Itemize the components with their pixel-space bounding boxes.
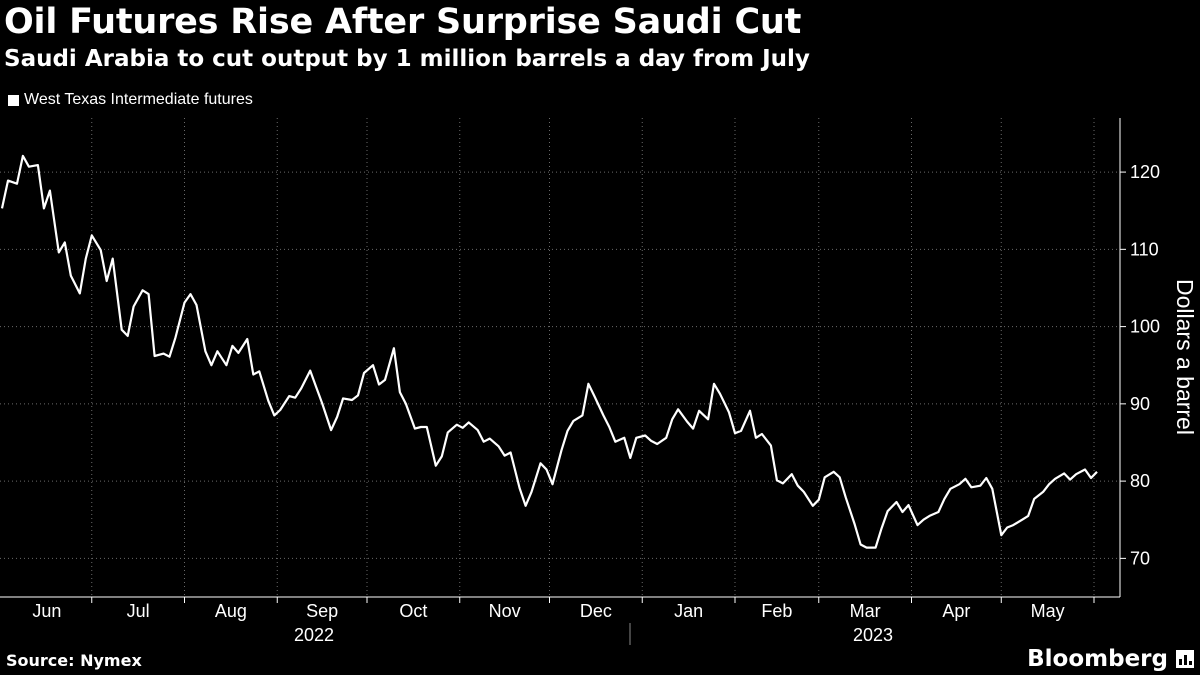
series-line-wti <box>0 154 1098 549</box>
x-tick-label: Apr <box>942 601 970 621</box>
x-tick-label: Sep <box>306 601 338 621</box>
y-tick-label: 110 <box>1130 239 1159 259</box>
legend: West Texas Intermediate futures <box>8 91 253 109</box>
year-label: 2023 <box>853 625 893 645</box>
brand-logo: Bloomberg <box>1027 646 1194 672</box>
legend-label: West Texas Intermediate futures <box>24 91 253 108</box>
y-tick-label: 120 <box>1130 162 1160 182</box>
x-tick-label: Mar <box>850 601 881 621</box>
y-tick-label: 100 <box>1130 317 1160 337</box>
y-tick-label: 90 <box>1130 394 1150 414</box>
brand-name: Bloomberg <box>1027 646 1168 672</box>
x-tick-label: May <box>1031 601 1065 621</box>
bloomberg-icon <box>1176 650 1194 668</box>
x-tick-label: Nov <box>489 601 521 621</box>
y-tick-label: 70 <box>1130 548 1150 568</box>
x-tick-label: Dec <box>580 601 612 621</box>
y-axis-title: Dollars a barrel <box>1172 279 1198 435</box>
x-tick-label: Jan <box>674 601 703 621</box>
chart-title: Oil Futures Rise After Surprise Saudi Cu… <box>4 2 802 42</box>
x-tick-label: Jun <box>32 601 61 621</box>
x-tick-label: Jul <box>127 601 150 621</box>
source-note: Source: Nymex <box>6 651 142 670</box>
x-tick-label: Feb <box>761 601 792 621</box>
year-label: 2022 <box>294 625 334 645</box>
chart-subtitle: Saudi Arabia to cut output by 1 million … <box>4 46 810 72</box>
legend-swatch <box>8 94 19 106</box>
x-tick-label: Aug <box>215 601 247 621</box>
y-tick-label: 80 <box>1130 471 1150 491</box>
x-tick-label: Oct <box>399 601 427 621</box>
